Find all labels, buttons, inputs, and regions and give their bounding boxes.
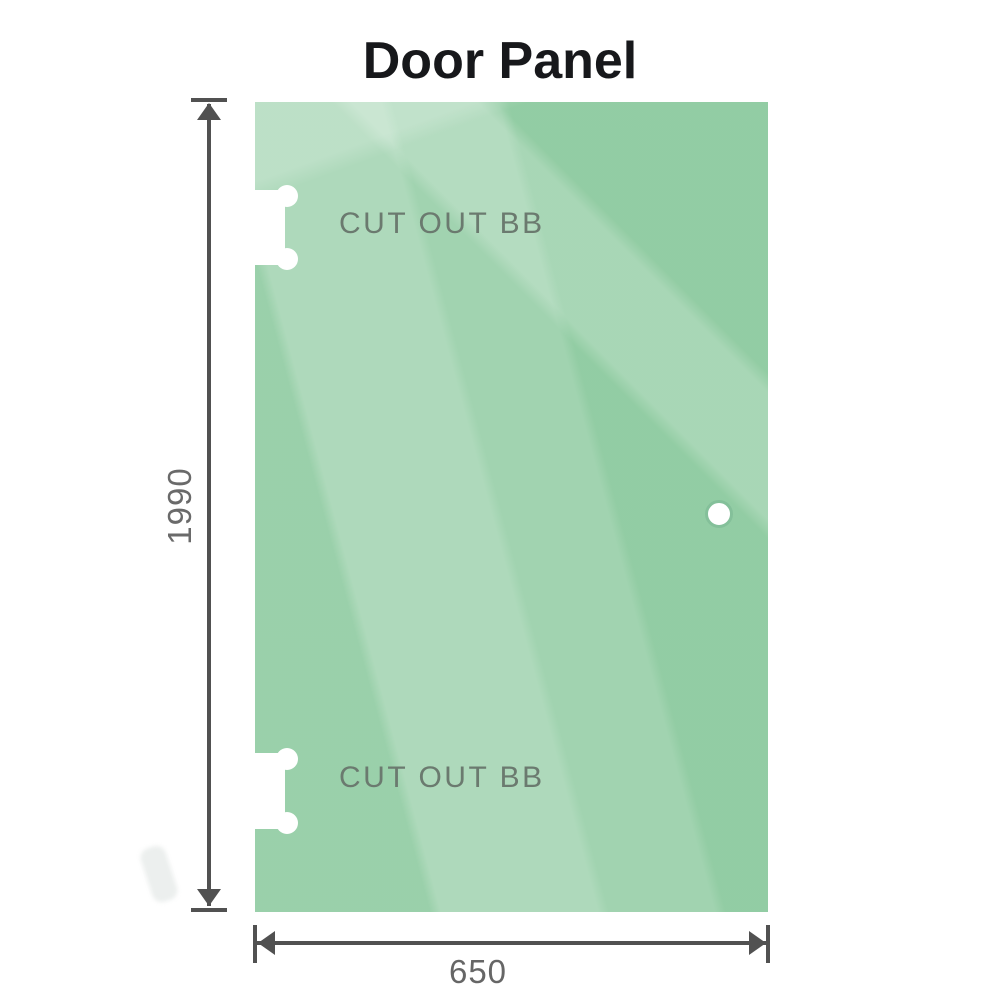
cutout-label-top: CUT OUT BB — [339, 207, 545, 240]
arrow-up-icon — [197, 103, 221, 120]
cutout-lobe — [276, 185, 298, 207]
diagram-title: Door Panel — [362, 32, 638, 90]
arrow-down-icon — [197, 889, 221, 906]
glass-panel — [255, 102, 768, 912]
cutout-lobe — [276, 748, 298, 770]
arrow-left-icon — [258, 931, 275, 955]
height-dimension-label: 1990 — [161, 467, 198, 545]
reflection-streak — [137, 843, 181, 905]
dimension-line-vertical — [207, 104, 211, 906]
dimension-line-horizontal — [257, 941, 767, 945]
arrow-right-icon — [749, 931, 766, 955]
width-dimension-label: 650 — [448, 953, 508, 990]
cutout-lobe — [276, 248, 298, 270]
cutout-lobe — [276, 812, 298, 834]
dimension-cap-left — [253, 925, 257, 963]
cutout-label-bottom: CUT OUT BB — [339, 761, 545, 794]
dimension-cap-bottom — [191, 908, 227, 912]
dimension-cap-right — [766, 925, 770, 963]
handle-hole — [705, 500, 733, 528]
dimension-cap-top — [191, 98, 227, 102]
